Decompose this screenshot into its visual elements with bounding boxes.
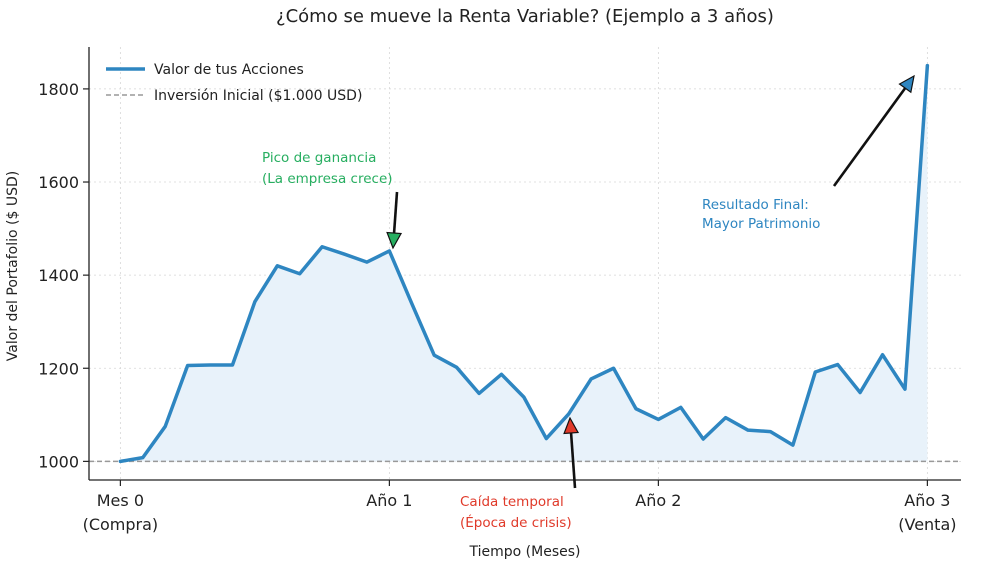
legend-label-reference: Inversión Inicial ($1.000 USD) [154,88,362,104]
axes [88,47,961,481]
data-point-35 [903,388,907,391]
data-point-31 [814,370,817,374]
x-ticks: Mes 0 (Compra) Año 1 Año 2 Año 3 (Venta) [83,480,957,534]
x-tick-label-1: Año 1 [366,491,412,510]
data-point-30 [791,443,795,447]
x-tick-label-3: Año 3 (Venta) [898,491,956,534]
data-point-10 [343,252,346,256]
y-axis-title: Valor del Portafolio ($ USD) [5,171,21,361]
annotation-text-0: Pico de ganancia (La empresa crece) [262,150,393,187]
data-point-11 [365,260,369,264]
data-point-13 [410,302,413,305]
data-point-15 [455,366,458,369]
data-point-14 [433,354,436,357]
data-point-18 [522,395,526,399]
legend-label-series: Valor de tus Acciones [154,62,304,78]
data-point-0 [119,460,122,463]
data-point-8 [298,272,301,275]
area-layer [120,65,928,462]
data-point-12 [388,249,391,253]
x-tick-label-0: Mes 0 (Compra) [83,491,159,534]
annotation-arrowhead-2 [898,74,915,94]
data-point-2 [164,425,167,428]
annotation-arrow-1 [569,432,577,489]
data-point-16 [477,392,481,395]
y-tick-label-3: 1600 [38,173,79,192]
data-point-21 [589,377,593,381]
data-point-29 [769,430,772,433]
data-point-26 [702,437,705,441]
y-tick-label-2: 1400 [38,266,79,285]
y-tick-label-4: 1800 [38,80,79,99]
series-area [120,65,928,462]
data-point-4 [208,363,212,367]
data-point-17 [500,373,503,376]
data-point-19 [545,437,548,440]
annotation-arrow-0 [392,191,399,234]
data-point-33 [858,391,862,394]
data-point-3 [186,364,189,367]
data-point-32 [836,363,839,366]
annotation-arrow-2 [832,87,907,187]
data-point-25 [679,406,682,409]
data-point-23 [634,407,638,410]
data-point-9 [320,245,324,248]
data-point-27 [724,416,727,419]
data-point-22 [612,367,615,370]
y-tick-label-0: 1000 [38,452,79,471]
data-point-28 [746,428,750,432]
data-point-36 [926,64,929,67]
data-point-1 [141,456,144,459]
annotation-text-2: Resultado Final: Mayor Patrimonio [702,197,820,232]
data-point-24 [657,418,660,421]
y-tick-label-1: 1200 [38,359,79,378]
x-axis-title: Tiempo (Meses) [469,544,581,560]
data-point-34 [881,353,884,356]
chart-title: ¿Cómo se mueve la Renta Variable? (Ejemp… [276,6,774,27]
y-ticks: 1000 1200 1400 1600 1800 [38,80,89,471]
points-layer [119,64,929,463]
data-point-6 [253,300,257,303]
legend: Valor de tus Acciones Inversión Inicial … [106,62,362,104]
annotations: Pico de ganancia (La empresa crece) Caída … [262,74,915,531]
data-point-7 [276,264,279,268]
annotation-arrowhead-0 [386,231,403,250]
x-tick-label-2: Año 2 [635,491,681,510]
data-point-5 [231,363,234,367]
data-point-20 [567,412,570,416]
annotation-arrowhead-1 [563,416,580,435]
annotation-text-1: Caída temporal (Época de crisis) [460,494,572,531]
